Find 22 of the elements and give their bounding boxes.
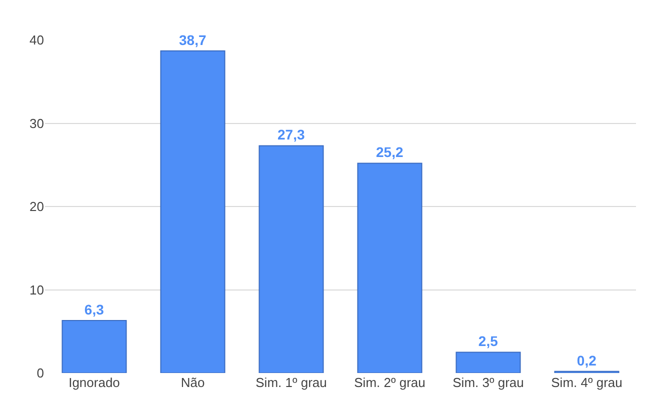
data-label: 25,2 [376,144,404,160]
bar [357,162,422,373]
x-tick-label: Ignorado [68,375,120,390]
data-label: 6,3 [84,302,104,318]
data-label: 0,2 [576,352,597,368]
y-tick-label: 20 [30,199,44,214]
x-tick-label: Sim. 2º grau [354,375,426,390]
x-tick-label: Sim. 1º grau [256,375,327,390]
y-tick-label: 0 [36,366,44,381]
y-tick-label: 40 [30,32,44,48]
y-tick-label: 10 [30,282,44,298]
data-label: 38,7 [179,32,206,48]
data-label: 27,3 [278,126,305,143]
x-tick-label: Não [180,375,205,390]
bar [258,145,324,373]
x-tick-label: Sim. 3º grau [452,375,524,390]
bar [62,320,127,373]
bar [160,50,226,373]
data-label: 2,5 [478,333,498,350]
bar [456,352,521,373]
y-tick-label: 30 [30,116,44,131]
x-tick-label: Sim. 4º grau [551,375,622,390]
